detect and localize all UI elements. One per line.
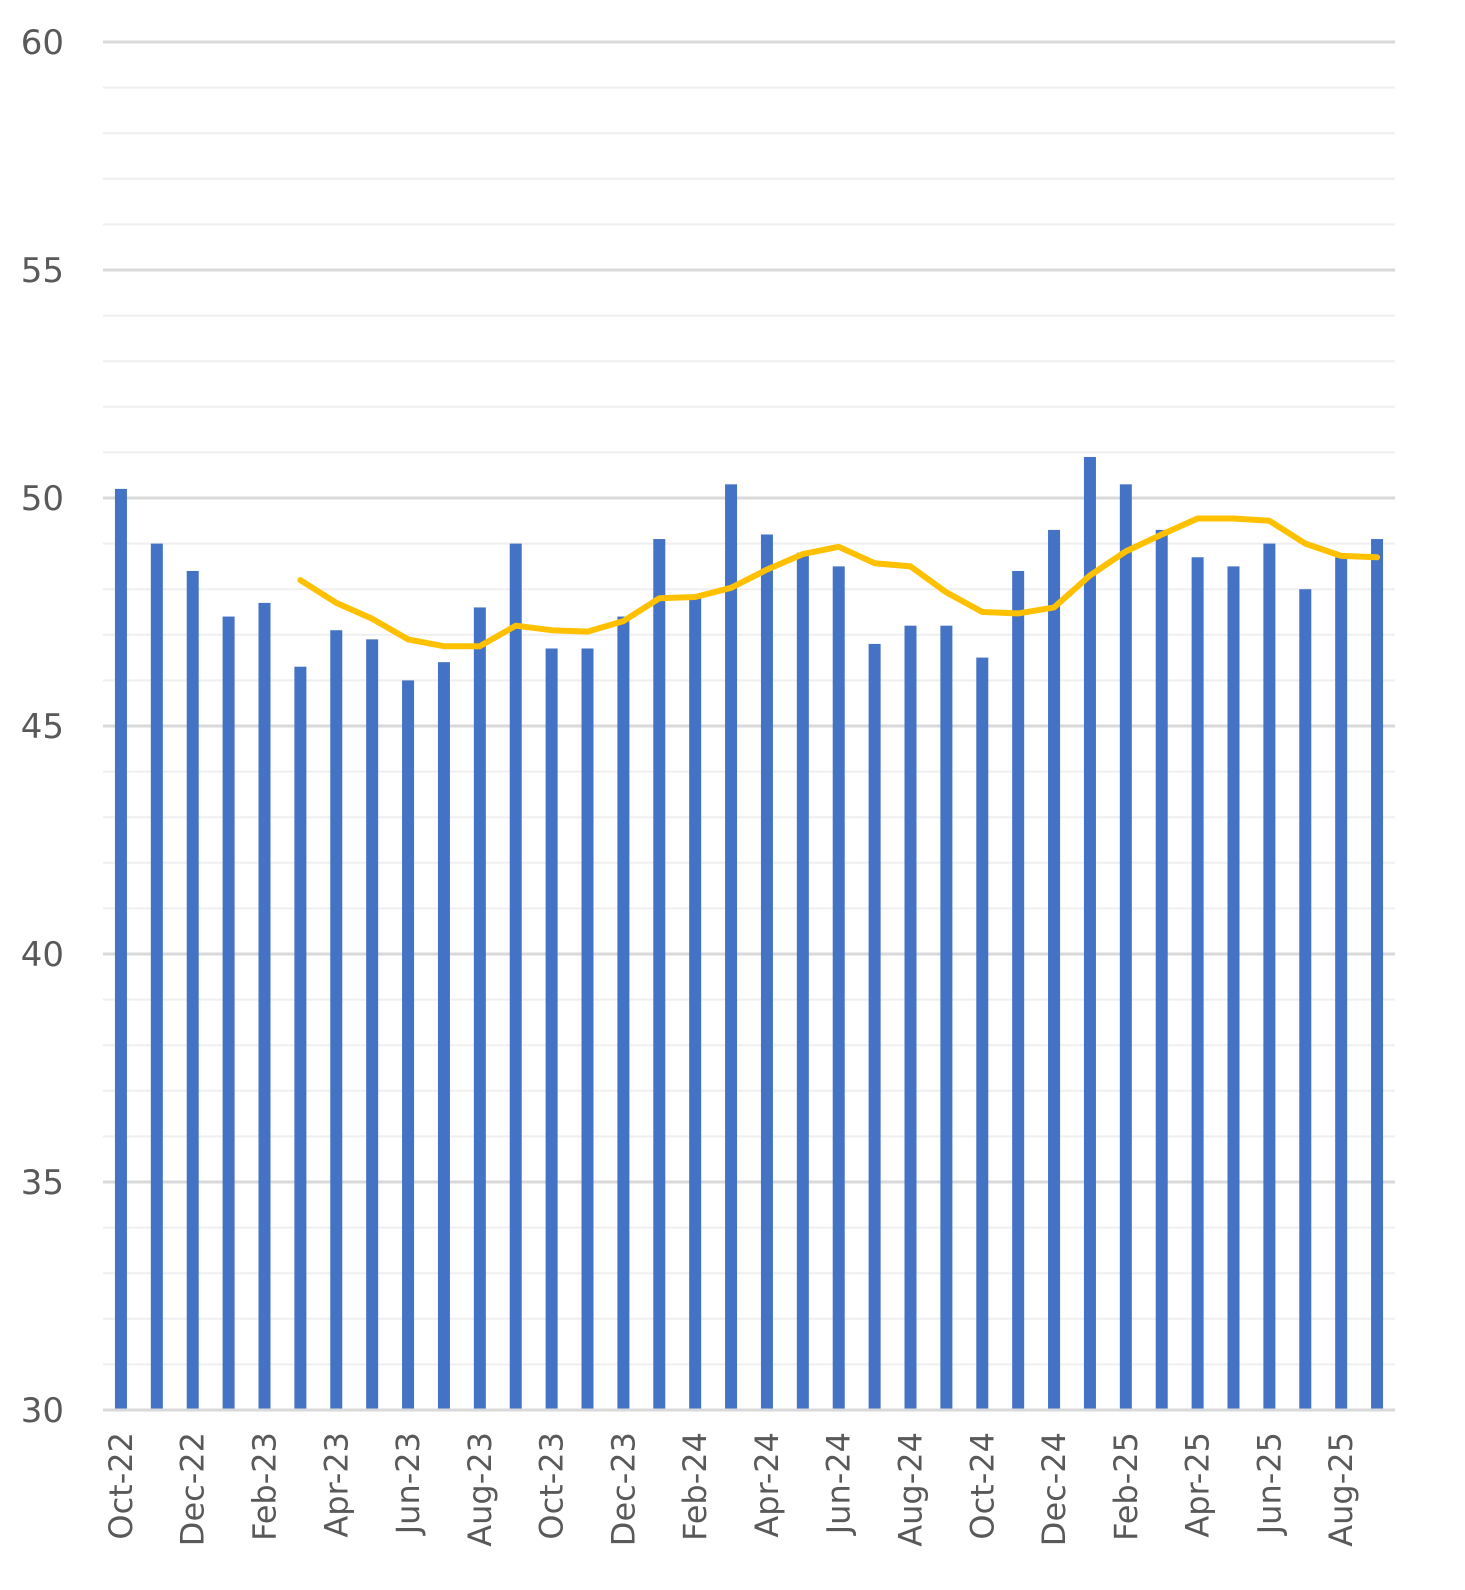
x-tick-label: Aug-23 (461, 1432, 499, 1547)
bar (940, 625, 953, 1410)
x-tick-label: Aug-24 (892, 1432, 930, 1547)
x-tick-label: Dec-22 (174, 1432, 212, 1546)
x-tick-label: Oct-24 (963, 1432, 1001, 1540)
bar (366, 639, 379, 1410)
y-tick-label: 60 (21, 23, 64, 63)
bar (1227, 566, 1240, 1410)
grid (103, 40, 1395, 1366)
bar (976, 657, 989, 1410)
x-tick-label: Apr-24 (748, 1432, 786, 1538)
bar (1083, 456, 1096, 1411)
bar (1012, 570, 1025, 1410)
bar (150, 543, 163, 1410)
x-tick-label: Aug-25 (1322, 1432, 1360, 1547)
x-tick-label: Feb-24 (676, 1432, 714, 1541)
bar (1263, 543, 1276, 1410)
bar (1299, 589, 1312, 1410)
x-tick-label: Oct-23 (533, 1432, 571, 1540)
bar (689, 598, 702, 1410)
bar (222, 616, 235, 1410)
x-tick-label: Jun-23 (389, 1432, 427, 1536)
moving-average-line (297, 515, 1381, 650)
bar (1119, 484, 1132, 1410)
line-series (297, 515, 1381, 650)
y-tick-label: 35 (21, 1163, 64, 1203)
bar (617, 616, 630, 1410)
bar (330, 630, 343, 1410)
bar (545, 648, 558, 1410)
bar (473, 607, 486, 1410)
bar (760, 534, 773, 1410)
x-tick-label: Dec-23 (604, 1432, 642, 1546)
bar (258, 602, 271, 1410)
y-tick-label: 45 (21, 707, 64, 747)
bar (725, 484, 738, 1410)
bar (294, 666, 307, 1410)
bar (114, 488, 127, 1410)
y-tick-label: 55 (21, 251, 64, 291)
x-tick-label: Jun-24 (820, 1432, 858, 1536)
bar (1335, 557, 1348, 1410)
x-tick-label: Apr-25 (1179, 1432, 1217, 1538)
x-axis: Oct-22 Dec-22 Feb-23 Apr-23 Jun-23 Aug-23 Oct-… (102, 1408, 1395, 1547)
y-axis-ticks: 30 35 40 45 50 55 60 (21, 23, 64, 1431)
x-tick-label: Jun-25 (1250, 1432, 1288, 1536)
bar (904, 625, 917, 1410)
x-tick-label: Feb-25 (1107, 1432, 1145, 1541)
bar (1371, 539, 1384, 1410)
bar (653, 539, 666, 1410)
y-tick-label: 50 (21, 479, 64, 519)
bar (796, 552, 809, 1410)
bar (1048, 529, 1061, 1410)
y-tick-label: 40 (21, 935, 64, 975)
bar-series (114, 456, 1384, 1411)
bar (437, 662, 450, 1410)
y-tick-label: 30 (21, 1391, 64, 1431)
bar (832, 566, 845, 1410)
bar (402, 680, 415, 1410)
bar (1191, 557, 1204, 1410)
bar (186, 570, 199, 1410)
x-tick-label: Apr-23 (317, 1432, 355, 1538)
bar (581, 648, 594, 1410)
bar (509, 543, 522, 1410)
bar (1155, 529, 1168, 1410)
bar (868, 643, 881, 1410)
x-tick-label: Feb-23 (246, 1432, 284, 1541)
x-tick-label: Dec-24 (1035, 1432, 1073, 1546)
x-tick-label: Oct-22 (102, 1432, 140, 1540)
